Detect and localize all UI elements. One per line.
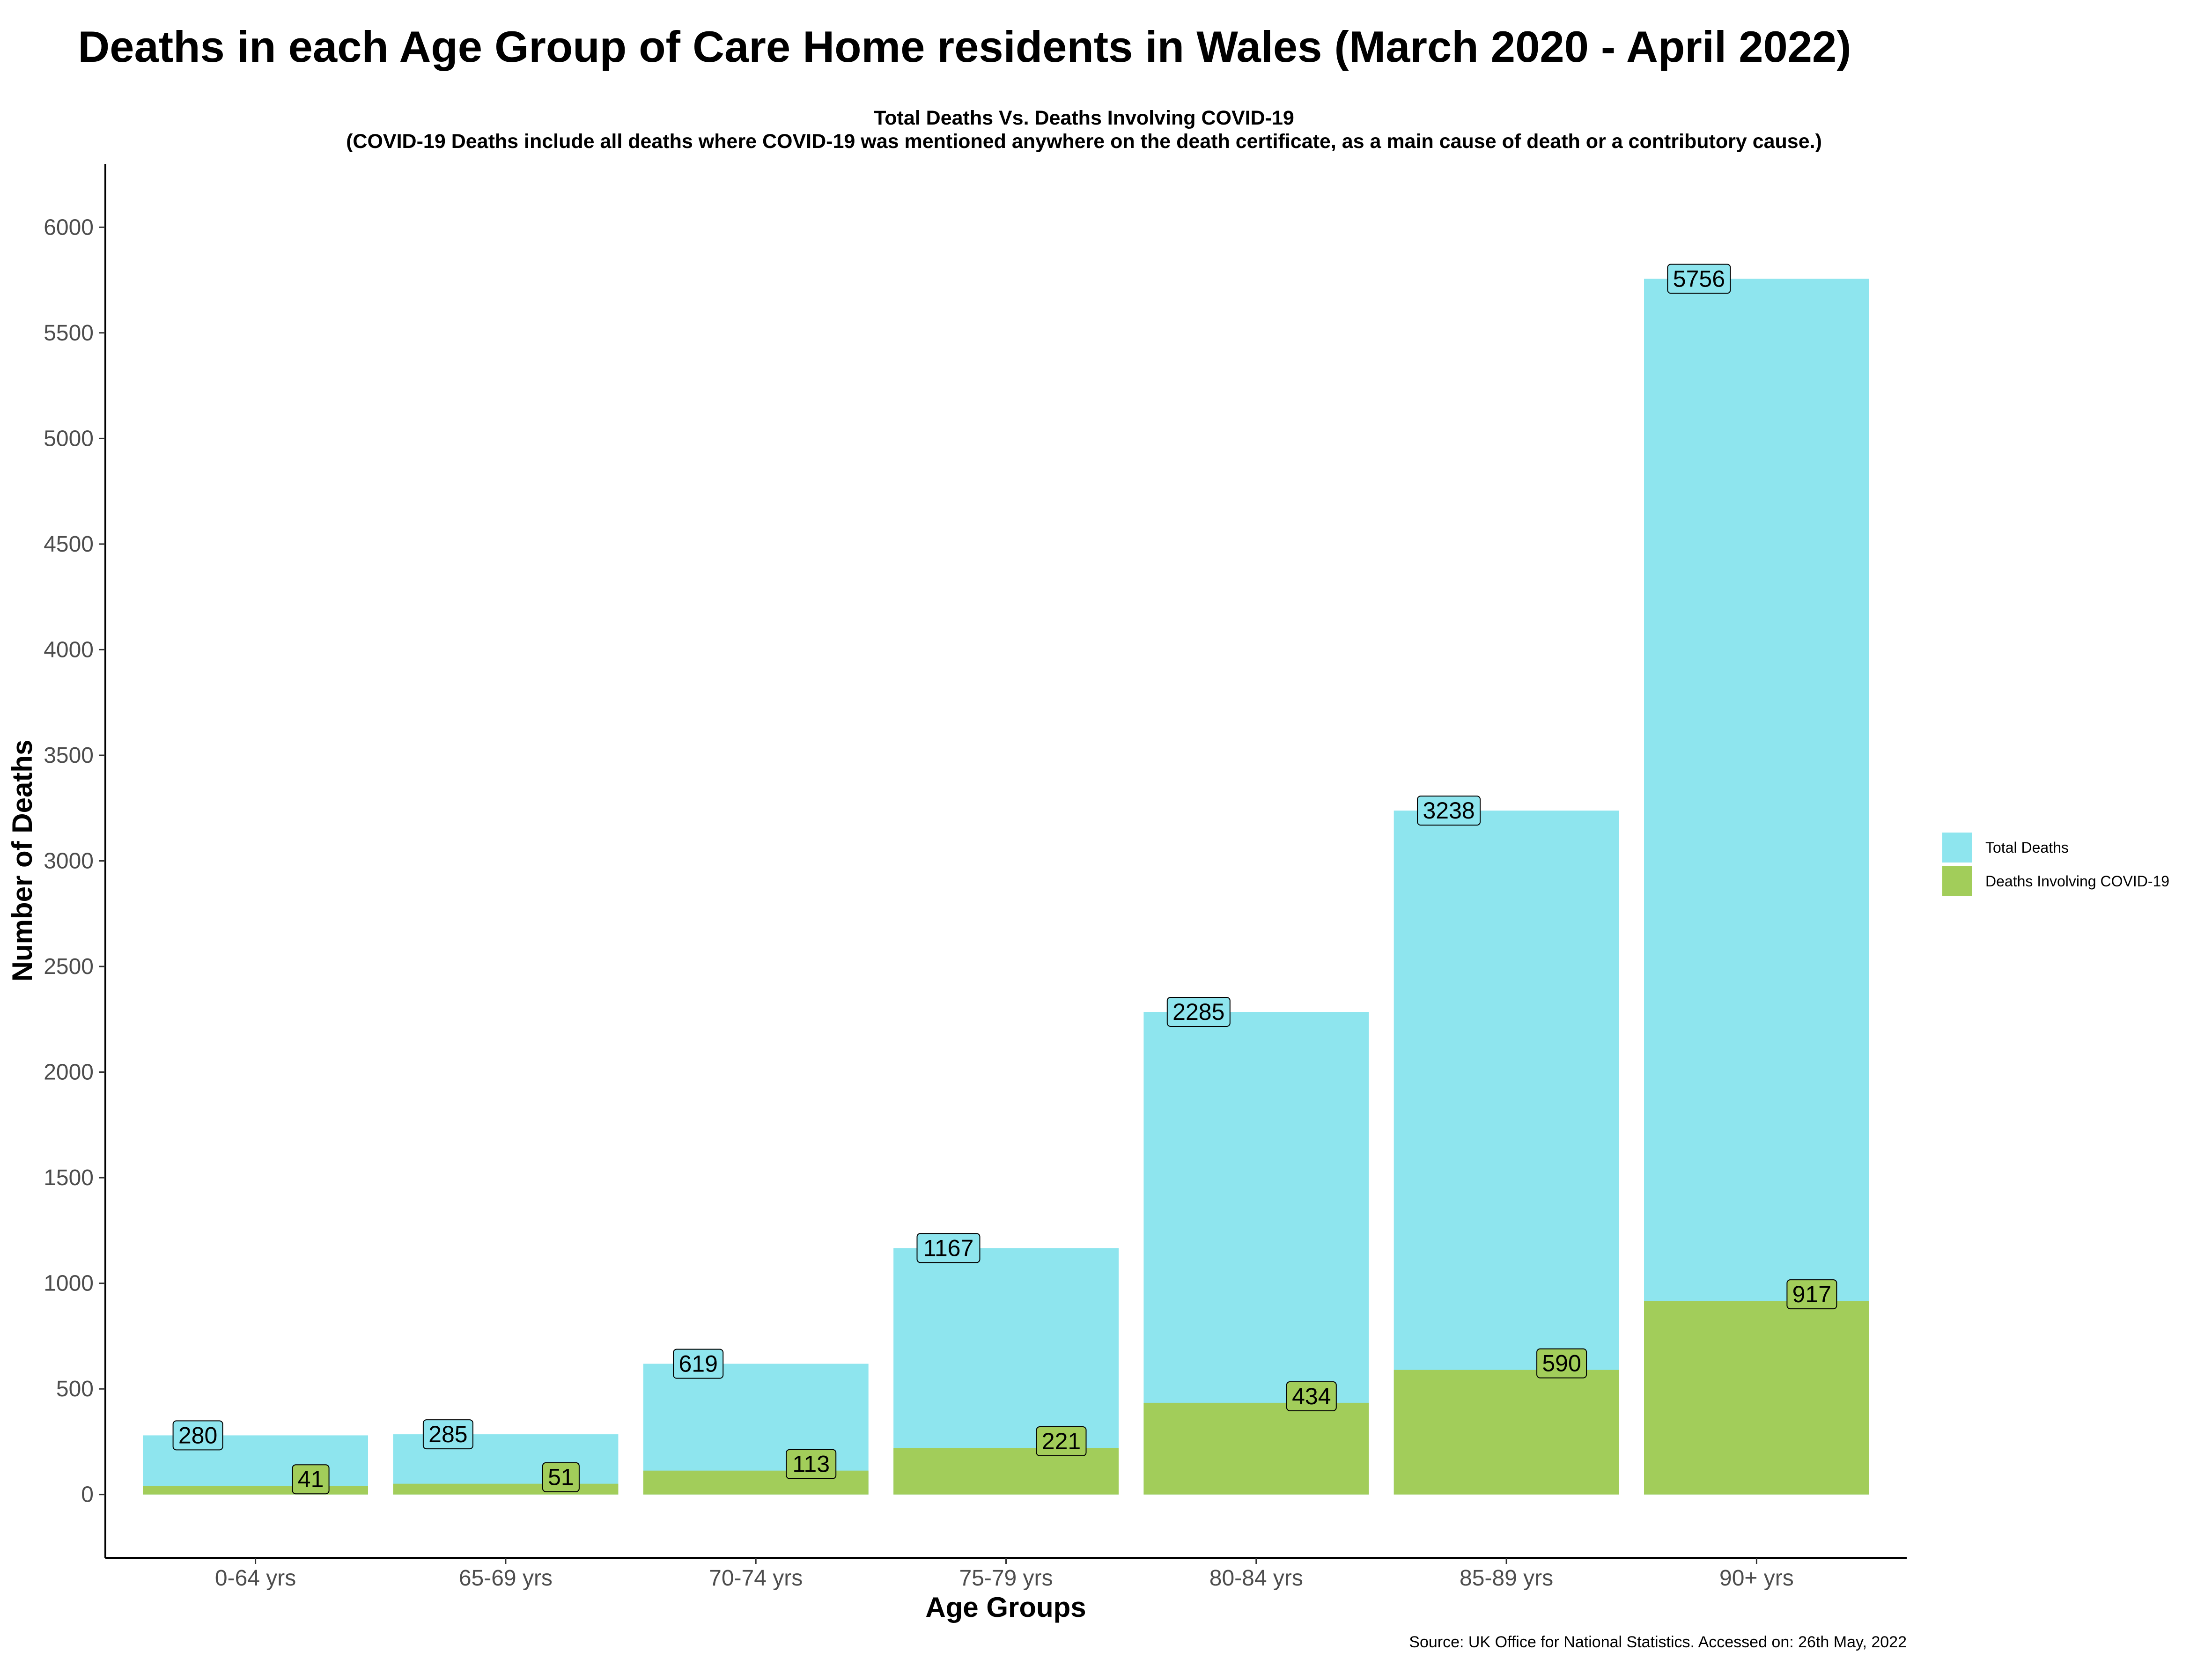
label-total-deaths-1: 285 [422,1419,473,1450]
label-covid-deaths-5: 590 [1536,1348,1587,1379]
legend-swatch-1 [1942,866,1972,896]
legend-swatch-0 [1942,833,1972,863]
label-covid-deaths-1-text: 51 [548,1464,574,1490]
y-tick-label-5500: 5500 [44,321,94,346]
source-caption: Source: UK Office for National Statistic… [1409,1633,1907,1651]
y-tick-label-4000: 4000 [44,637,94,662]
y-tick-label-500: 500 [56,1377,94,1401]
label-covid-deaths-3-text: 221 [1042,1428,1081,1454]
label-covid-deaths-5-box [1536,1348,1587,1379]
y-tick-label-1000: 1000 [44,1271,94,1296]
label-covid-deaths-4: 434 [1286,1381,1337,1411]
label-covid-deaths-0-box [292,1464,330,1495]
label-total-deaths-1-box [422,1419,473,1450]
label-total-deaths-6: 5756 [1667,264,1731,294]
label-covid-deaths-6-box [1786,1279,1837,1310]
label-covid-deaths-5-text: 590 [1542,1350,1581,1377]
x-axis-title: Age Groups [925,1592,1086,1623]
label-covid-deaths-3: 221 [1036,1426,1087,1456]
label-covid-deaths-6-text: 917 [1792,1281,1831,1307]
label-total-deaths-1-text: 285 [428,1421,467,1447]
label-covid-deaths-0: 41 [292,1464,330,1495]
x-tick-label-2: 70-74 yrs [709,1566,803,1591]
label-total-deaths-4-box [1166,997,1231,1027]
label-total-deaths-3-text: 1167 [923,1235,974,1261]
y-tick-label-3500: 3500 [44,743,94,768]
bar-covid-deaths-0 [143,1486,368,1495]
label-total-deaths-0-text: 280 [178,1422,217,1448]
label-covid-deaths-4-box [1286,1381,1337,1411]
bar-covid-deaths-4 [1143,1402,1369,1495]
bar-covid-deaths-1 [393,1483,619,1495]
label-total-deaths-2: 619 [673,1349,724,1379]
label-total-deaths-5: 3238 [1417,796,1481,826]
y-tick-label-0: 0 [81,1482,94,1507]
y-tick-label-4500: 4500 [44,532,94,557]
y-tick-label-1500: 1500 [44,1165,94,1190]
y-tick-label-2500: 2500 [44,954,94,979]
x-tick-label-6: 90+ yrs [1719,1566,1794,1591]
label-covid-deaths-3-box [1036,1426,1087,1456]
y-tick-label-5000: 5000 [44,426,94,451]
y-axis-title: Number of Deaths [7,740,38,982]
label-covid-deaths-2-box [786,1449,837,1479]
label-covid-deaths-2-text: 113 [792,1451,830,1477]
y-tick-label-2000: 2000 [44,1060,94,1085]
chart-subtitle-line1: Total Deaths Vs. Deaths Involving COVID-… [874,107,1294,129]
label-total-deaths-3: 1167 [916,1233,981,1263]
x-tick-label-1: 65-69 yrs [459,1566,553,1591]
legend-label-1: Deaths Involving COVID-19 [1985,873,2169,890]
y-axis-ticks: 0 500 1000 1500 2000 2500 3000 3500 4000 4500 5000… [44,215,105,1507]
label-total-deaths-6-box [1667,264,1731,294]
label-total-deaths-5-text: 3238 [1423,797,1475,824]
label-total-deaths-0-box [172,1420,223,1451]
chart-title: Deaths in each Age Group of Care Home re… [78,22,1851,71]
label-covid-deaths-4-text: 434 [1292,1383,1331,1409]
label-total-deaths-2-box [673,1349,724,1379]
chart-subtitle-line2: (COVID-19 Deaths include all deaths wher… [346,130,1822,153]
y-tick-label-3000: 3000 [44,849,94,874]
label-covid-deaths-6: 917 [1786,1279,1837,1310]
legend-label-0: Total Deaths [1985,839,2069,856]
label-total-deaths-3-box [916,1233,981,1263]
label-covid-deaths-1: 51 [542,1462,580,1492]
x-tick-label-3: 75-79 yrs [959,1566,1053,1591]
data-labels-layer: 280 285 619 1167 2285 3238 5756 41 51 113 221 434 59… [172,264,1837,1495]
x-tick-label-5: 85-89 yrs [1460,1566,1553,1591]
legend: Total Deaths Deaths Involving COVID-19 [1942,833,2169,896]
bars-layer [143,279,1869,1495]
bar-covid-deaths-6 [1644,1301,1869,1495]
label-total-deaths-0: 280 [172,1420,223,1451]
bar-covid-deaths-5 [1394,1370,1619,1495]
y-tick-label-6000: 6000 [44,215,94,240]
label-covid-deaths-0-text: 41 [298,1466,324,1492]
x-tick-label-4: 80-84 yrs [1209,1566,1303,1591]
label-total-deaths-4-text: 2285 [1172,999,1224,1025]
label-total-deaths-2-text: 619 [678,1351,717,1377]
label-covid-deaths-1-box [542,1462,580,1492]
label-total-deaths-5-box [1417,796,1481,826]
label-total-deaths-4: 2285 [1166,997,1231,1027]
x-tick-label-0: 0-64 yrs [215,1566,296,1591]
label-total-deaths-6-text: 5756 [1673,265,1725,292]
x-axis-ticks: 0-64 yrs 65-69 yrs 70-74 yrs 75-79 yrs 80-84… [215,1558,1794,1591]
label-covid-deaths-2: 113 [786,1449,837,1479]
